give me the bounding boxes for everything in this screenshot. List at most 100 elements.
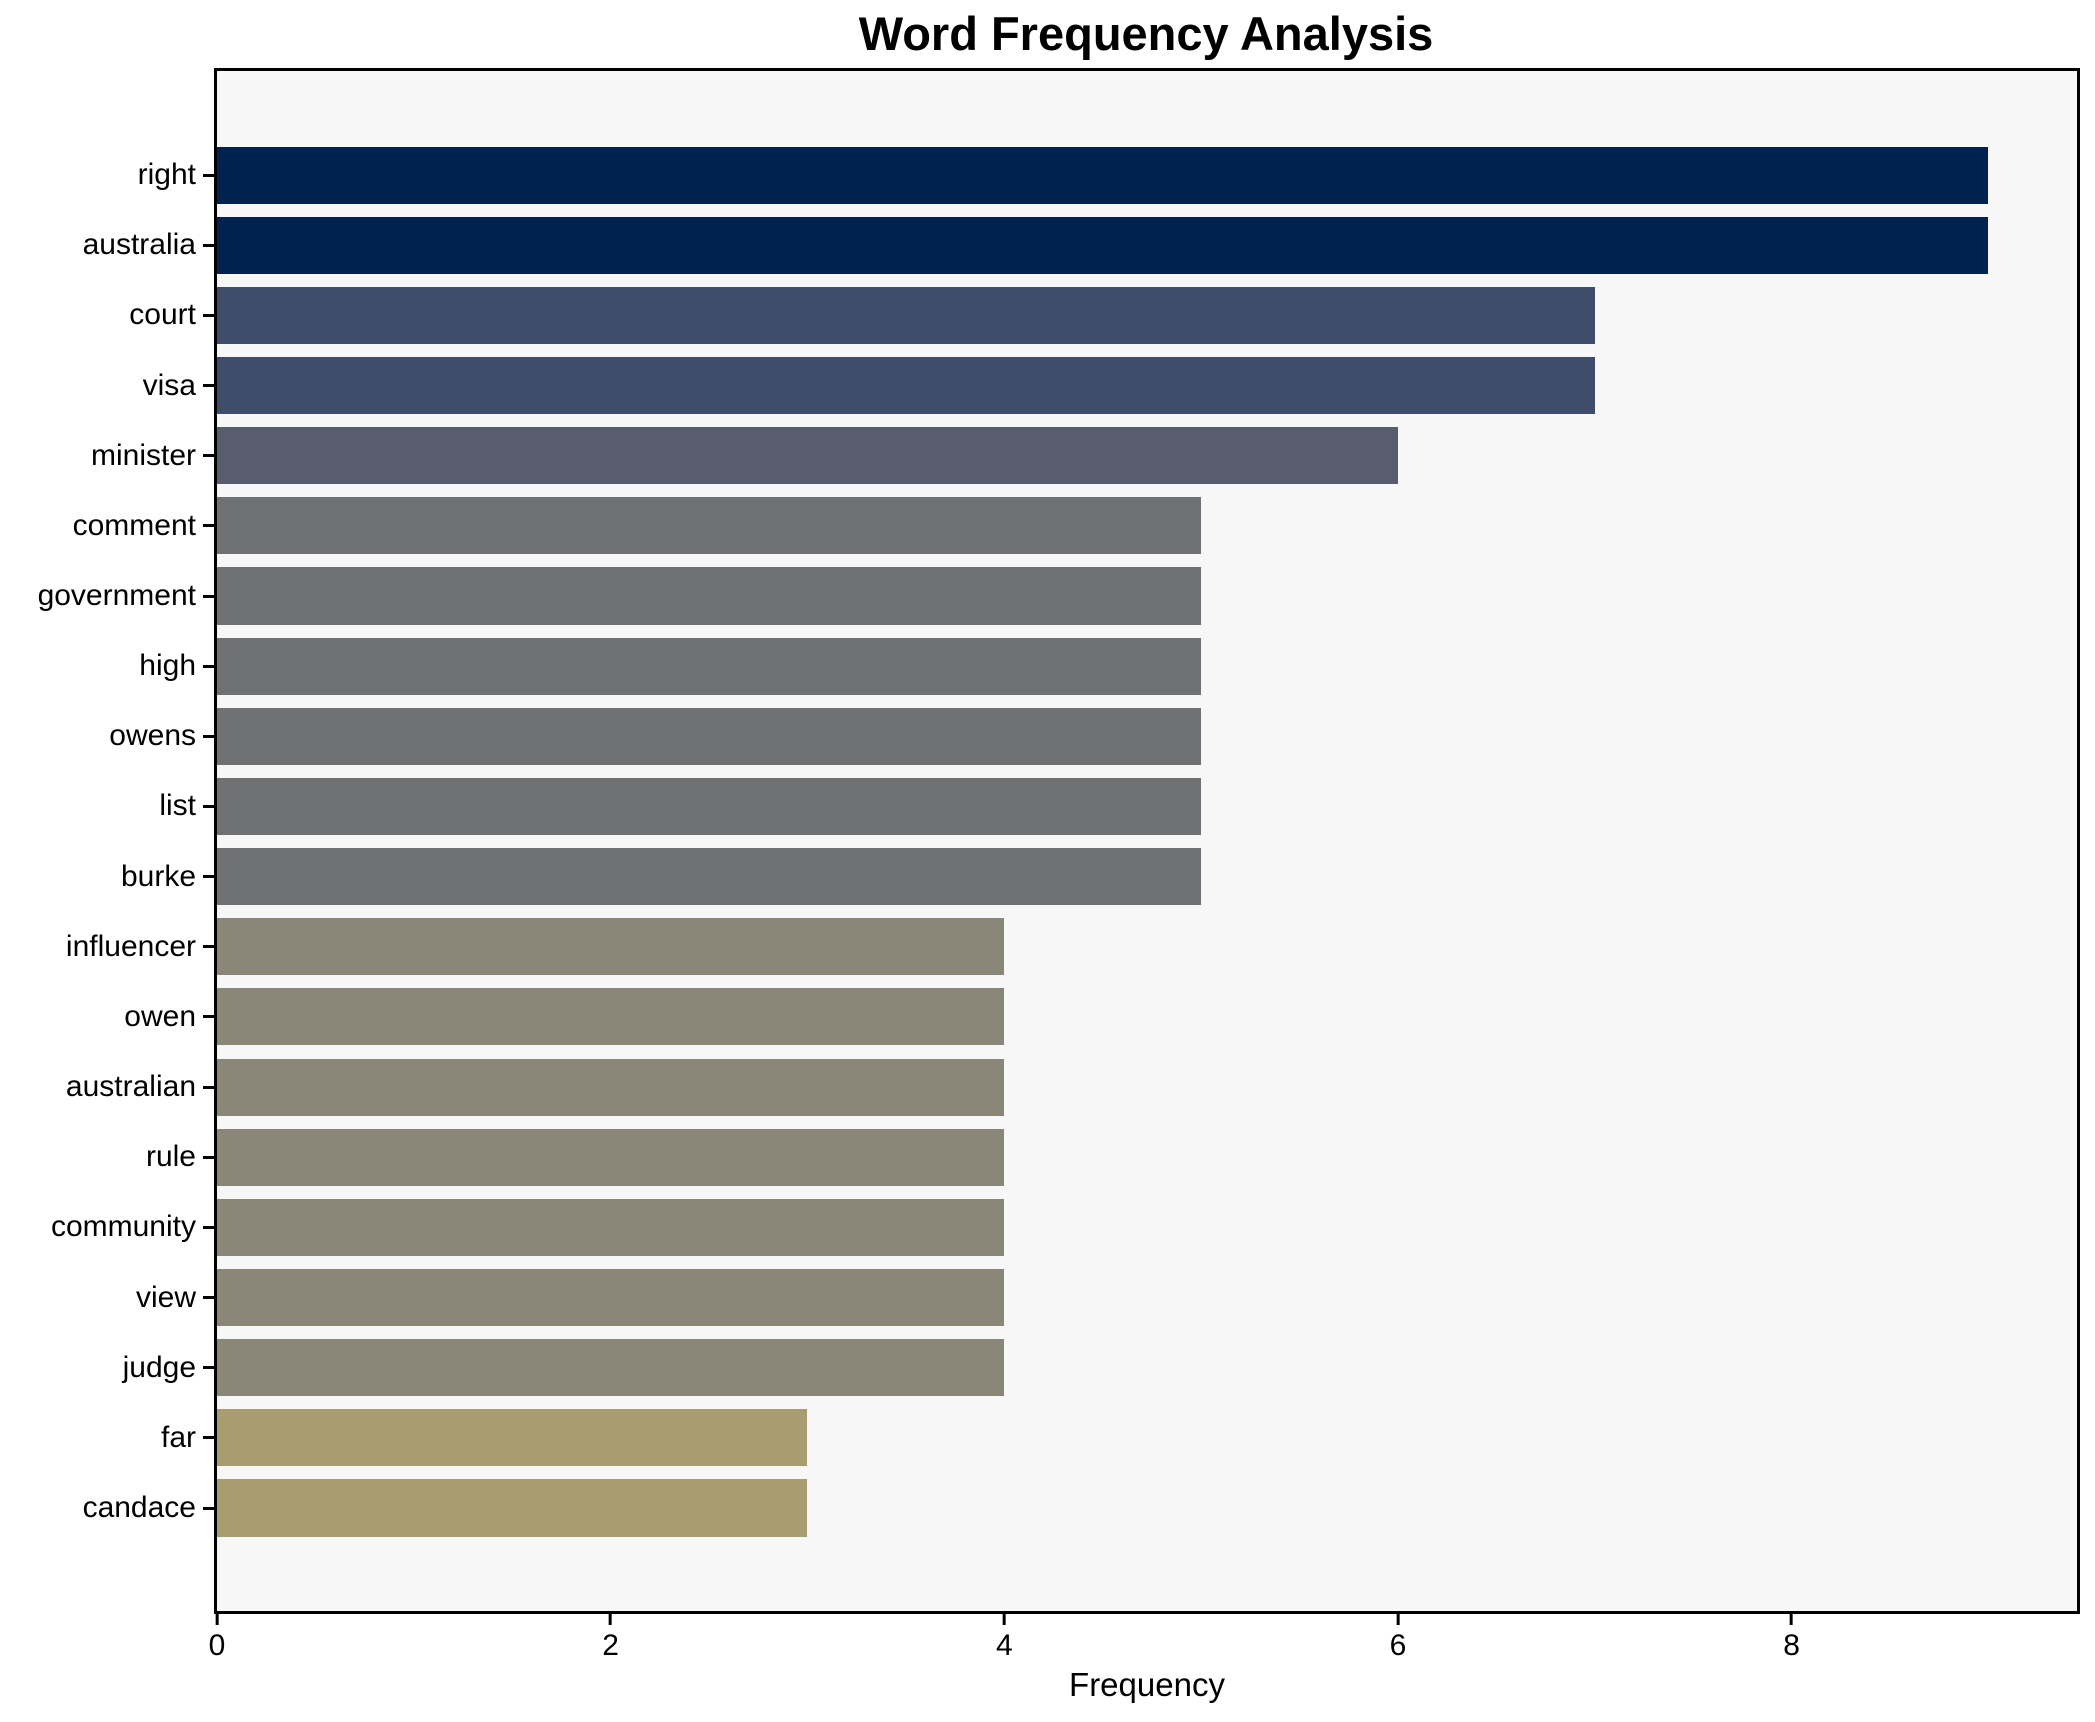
bar-candace [217,1479,808,1537]
x-tick-mark [1002,1614,1006,1625]
y-tick-mark [203,804,214,808]
bar-row [217,561,2077,631]
bar-row [217,912,2077,982]
x-tick: 0 [208,1614,226,1662]
x-tick: 4 [996,1614,1013,1661]
y-tick-label: far [160,1420,196,1454]
y-tick-mark [203,1366,214,1370]
y-tick-row-influencer: influencer [0,912,214,982]
plot-area [214,68,2080,1614]
y-tick-row-owens: owens [0,701,214,771]
y-tick-row-candace: candace [0,1473,214,1543]
y-tick-row-high: high [0,631,214,701]
bar-community [217,1198,1005,1256]
bar-influencer [217,918,1005,976]
y-tick-label: right [137,158,196,192]
bar-row [217,771,2077,841]
y-tick-mark [203,664,214,668]
chart-title: Word Frequency Analysis [858,7,1434,60]
bar-comment [217,497,1202,555]
bar-row [217,210,2077,280]
y-tick-mark [203,524,214,528]
bar-row [217,1122,2077,1192]
bar-row [217,701,2077,771]
y-tick-label: australian [65,1070,196,1104]
y-tick-label: judge [122,1350,196,1384]
y-tick-mark [203,875,214,879]
bar-row [217,140,2077,210]
bar-row [217,1403,2077,1473]
bar-owens [217,707,1202,765]
bar-australia [217,216,1989,274]
y-tick-label: visa [142,368,196,402]
y-tick-label: owens [109,719,196,753]
bar-row [217,491,2077,561]
y-tick-mark [203,1155,214,1159]
y-tick-mark [203,1436,214,1440]
y-tick-mark [203,313,214,317]
y-tick-row-minister: minister [0,421,214,491]
bar-burke [217,848,1202,906]
bar-row [217,1192,2077,1262]
y-tick-label: owen [124,999,196,1033]
y-tick-mark [203,1296,214,1300]
bars-region [217,140,2077,1543]
bar-court [217,286,1595,344]
y-tick-label: list [159,789,196,823]
y-tick-label: high [139,649,196,683]
x-tick-label: 4 [995,1629,1013,1662]
x-axis-ticks: 0 2 4 6 8 [209,1614,2077,1684]
y-tick-row-far: far [0,1403,214,1473]
bar-row [217,631,2077,701]
y-tick-row-right: right [0,140,214,210]
x-tick: 8 [1783,1614,1800,1661]
bar-government [217,567,1202,625]
bar-row [217,1473,2077,1543]
y-tick-label: comment [72,508,196,542]
bar-high [217,637,1202,695]
bar-list [217,777,1202,836]
x-tick-mark [215,1614,219,1625]
y-tick-row-court: court [0,280,214,350]
y-tick-label: burke [120,859,196,893]
bar-visa [217,356,1595,415]
bar-row [217,350,2077,420]
y-tick-mark [203,1085,214,1089]
y-tick-row-rule: rule [0,1122,214,1192]
y-tick-mark [203,734,214,738]
x-tick: 2 [602,1614,619,1661]
bar-row [217,1263,2077,1333]
y-tick-row-australian: australian [0,1052,214,1122]
x-tick-label: 6 [1389,1629,1407,1662]
y-tick-row-comment: comment [0,491,214,561]
y-tick-mark [203,1225,214,1229]
y-tick-row-judge: judge [0,1333,214,1403]
y-tick-label: view [135,1280,196,1314]
bar-right [217,146,1989,204]
x-axis-label: Frequency [1069,1666,1225,1703]
y-tick-row-visa: visa [0,350,214,420]
x-tick-label: 8 [1783,1629,1800,1662]
y-tick-label: influencer [65,929,196,963]
y-tick-mark [203,945,214,949]
y-tick-mark [203,173,214,177]
y-tick-label: rule [145,1140,196,1174]
y-tick-label: australia [82,228,196,262]
y-tick-label: minister [90,438,196,472]
y-tick-mark [203,1015,214,1019]
y-tick-row-community: community [0,1192,214,1262]
y-tick-label: community [50,1210,196,1244]
x-tick-mark [609,1614,613,1625]
x-tick-label: 0 [208,1629,226,1662]
bar-judge [217,1339,1005,1397]
y-tick-mark [203,594,214,598]
y-tick-mark [203,243,214,247]
x-tick-mark [1396,1614,1400,1625]
bar-rule [217,1128,1005,1186]
y-tick-mark [203,454,214,458]
bar-owen [217,988,1005,1046]
bar-row [217,842,2077,912]
bar-far [217,1409,808,1467]
y-tick-row-burke: burke [0,842,214,912]
